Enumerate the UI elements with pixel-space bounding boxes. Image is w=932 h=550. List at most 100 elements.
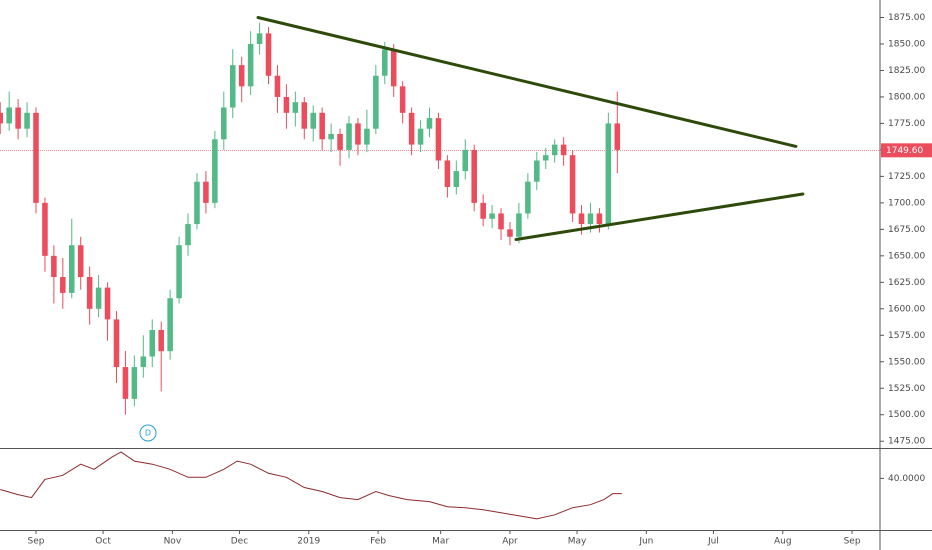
candle-body [578,213,585,225]
y-tick-label: 1850.00 [888,39,925,49]
candle-body [149,329,156,357]
candle-body [480,202,486,219]
candle-body [408,112,415,145]
candle-body [516,213,522,237]
candle-body [265,33,272,76]
y-tick-label: 1600.00 [888,304,925,314]
trend-line [514,192,805,242]
candle-body [140,356,147,368]
candle-body [453,171,460,187]
candle-body [507,229,513,237]
candle-body [542,155,549,161]
candle-body [229,65,236,108]
x-tick-label: Aug [774,537,792,547]
candle-body [6,107,12,124]
candle-body [131,367,138,399]
x-tick-label: Apr [502,537,518,547]
candle-body [310,112,317,129]
y-tick-label: 1775.00 [888,119,925,129]
candle-body [605,123,612,225]
x-tick-label: Feb [370,537,386,547]
candle-body [444,160,451,187]
candle-body [426,118,433,129]
candle-body [113,319,120,368]
x-tick-label: Jul [707,537,719,547]
indicator-line [0,451,622,520]
candle-body [194,181,200,225]
candle-body [596,213,603,225]
x-tick-label: Dec [231,537,248,547]
candle-body [167,298,173,352]
candle-body [551,144,558,156]
candle-body [355,123,361,145]
candle-body [77,245,84,278]
candle-body [122,367,129,399]
y-tick-label: 1675.00 [888,225,925,235]
candle-body [346,123,352,150]
y-tick-label: 1550.00 [888,357,925,367]
candle-body [417,128,424,145]
y-tick-label: 1650.00 [888,251,925,261]
candle-body [498,213,504,230]
candle-body [534,160,540,182]
y-tick-label: 1875.00 [888,13,925,23]
candle-body [42,202,48,256]
x-tick-label: Nov [164,537,182,547]
candle-body [247,43,254,87]
last-price-box [881,143,932,158]
candle-body [24,112,30,129]
x-tick-label: Sep [844,537,861,547]
y-tick-label: 1825.00 [888,66,925,76]
candle-body [560,144,567,156]
trend-line [256,15,798,148]
candle-body [364,128,370,145]
event-marker[interactable] [139,424,157,442]
candle-body [283,96,290,113]
candle-body [0,112,3,124]
y-tick-label: 1700.00 [888,198,925,208]
candle-body [489,213,495,219]
candle-body [337,134,343,150]
last-price-label: 1749.60 [886,146,923,156]
candle-body [328,134,334,140]
candle-body [212,139,218,203]
candle-body [158,329,164,352]
candle-body [373,75,379,129]
candle-body [435,118,442,161]
y-tick-label: 1575.00 [888,331,925,341]
indicator-tick-label: 40.0000 [888,474,925,484]
candle-body [185,224,191,246]
y-tick-label: 1475.00 [888,437,925,447]
y-tick-label: 1800.00 [888,92,925,102]
candle-body [382,49,388,76]
y-tick-label: 1625.00 [888,278,925,288]
candle-body [471,149,477,203]
candle-body [86,277,93,309]
candle-body [462,149,469,172]
candle-body [104,287,111,320]
candle-body [587,213,594,225]
x-tick-label: 2019 [297,537,320,547]
candle-body [569,155,576,214]
candle-body [292,102,299,113]
candle-body [274,75,281,97]
candle-body [51,255,57,278]
candle-body [238,65,245,87]
candle-body [614,123,621,150]
candle-body [95,287,102,309]
candle-body [221,107,227,140]
y-tick-label: 1725.00 [888,172,925,182]
candle-body [390,49,397,87]
candle-body [399,86,406,113]
candle-body [525,181,531,214]
candle-body [33,112,39,203]
candle-body [203,181,209,203]
candle-body [68,245,75,293]
y-tick-label: 1525.00 [888,384,925,394]
x-tick-label: Sep [28,537,45,547]
candle-body [319,112,325,140]
candle-body [15,107,21,129]
candle-body [176,245,182,299]
